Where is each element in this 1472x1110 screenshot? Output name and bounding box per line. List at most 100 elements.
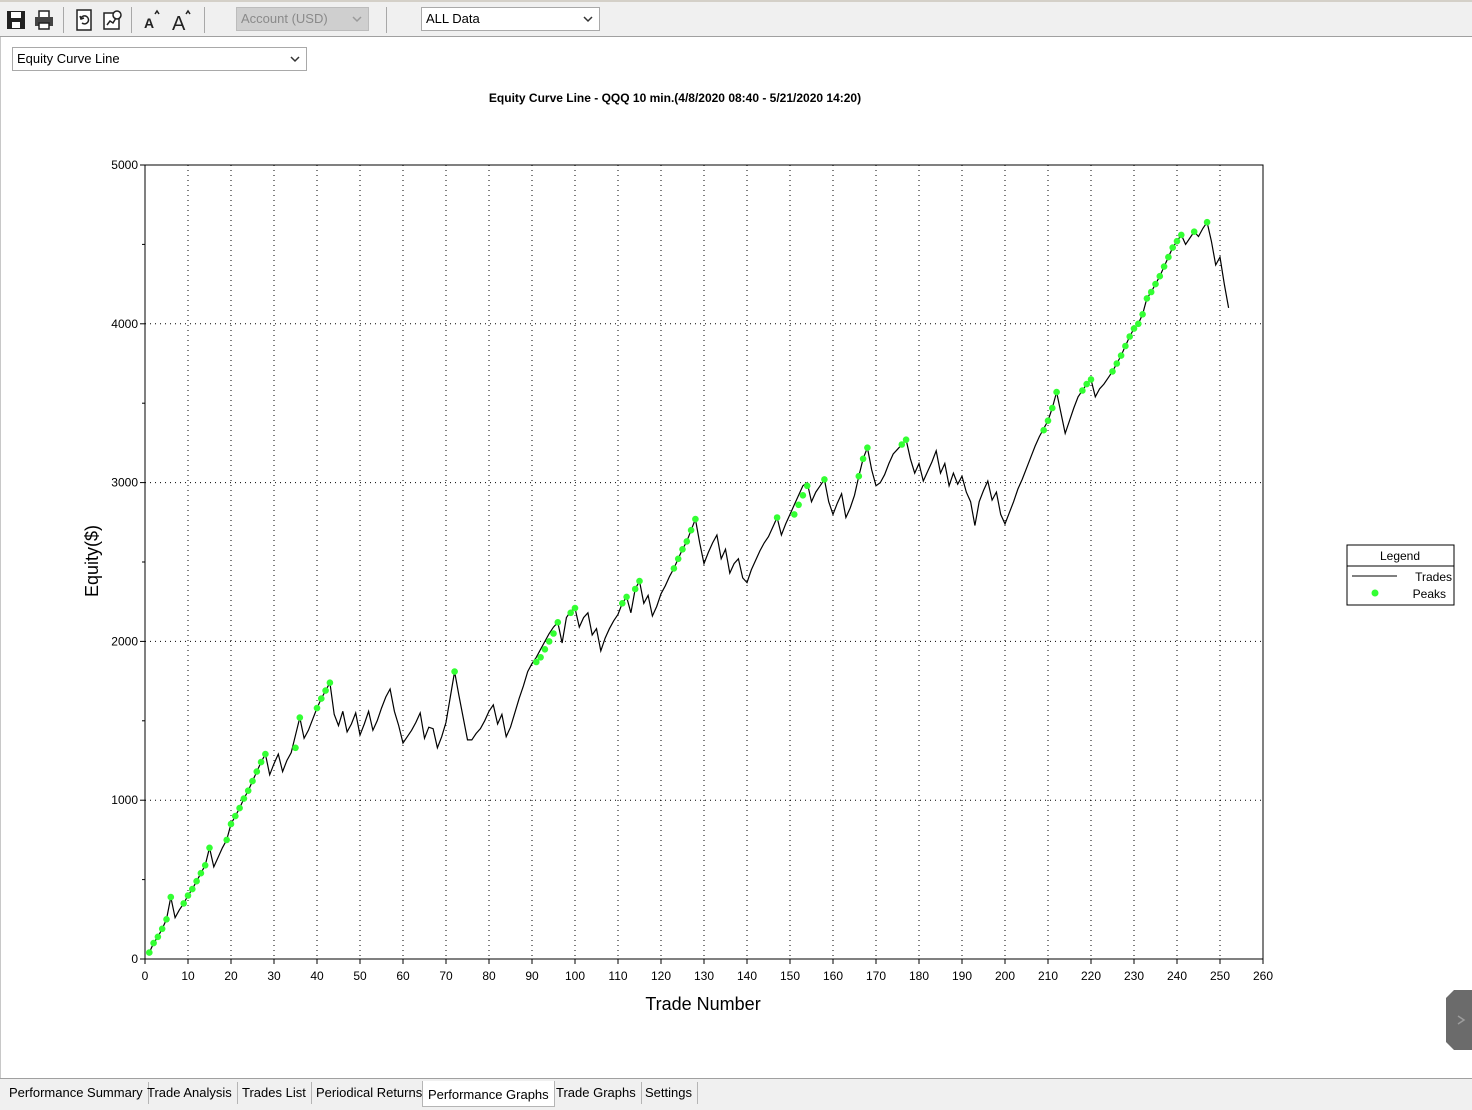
peak-point xyxy=(864,444,871,452)
legend-title: Legend xyxy=(1380,549,1420,563)
peak-point xyxy=(150,939,157,947)
peak-point xyxy=(1079,387,1086,394)
peak-point xyxy=(244,787,252,794)
peak-point xyxy=(1049,404,1056,412)
decrease-font-icon[interactable]: A xyxy=(140,8,164,32)
peak-point xyxy=(1165,253,1172,261)
y-axis-label: Equity($) xyxy=(82,525,102,597)
peak-point xyxy=(1053,388,1060,396)
peak-point xyxy=(1109,368,1116,375)
x-tick-label: 130 xyxy=(694,969,714,983)
peak-point xyxy=(1160,263,1168,270)
y-tick-labels: 0 1000 2000 3000 4000 5000 xyxy=(111,158,138,966)
side-panel-handle[interactable] xyxy=(1446,990,1472,1050)
chevron-down-icon xyxy=(583,16,593,23)
peak-point xyxy=(1130,325,1138,332)
print-icon[interactable] xyxy=(32,8,56,32)
peak-point xyxy=(554,619,562,626)
peak-point xyxy=(687,526,695,534)
report-tabs: Performance Summary Trade Analysis Trade… xyxy=(0,1078,1472,1110)
peak-point xyxy=(898,441,906,448)
peak-point xyxy=(146,949,153,956)
peak-point xyxy=(1122,342,1129,350)
save-icon[interactable] xyxy=(4,8,28,32)
peak-point xyxy=(855,472,863,480)
x-tick-label: 100 xyxy=(565,969,585,983)
toolbar-separator xyxy=(131,7,132,33)
peak-point xyxy=(1178,231,1185,239)
peak-point xyxy=(567,609,574,617)
legend: Legend Trades Peaks xyxy=(1346,544,1455,606)
peak-point xyxy=(451,668,458,675)
peak-point xyxy=(167,893,175,901)
peak-point xyxy=(674,555,682,563)
x-tick-label: 20 xyxy=(224,969,238,983)
peak-point xyxy=(236,804,243,812)
peak-point xyxy=(803,482,811,490)
graph-type-select[interactable]: Equity Curve Line xyxy=(12,47,307,71)
x-tick-label: 190 xyxy=(952,969,972,983)
peak-point xyxy=(154,933,162,941)
peak-point xyxy=(1126,333,1133,340)
peak-point xyxy=(1152,280,1159,288)
chevron-down-icon xyxy=(352,16,362,23)
x-tick-label: 230 xyxy=(1124,969,1144,983)
tab-periodical-returns[interactable]: Periodical Returns xyxy=(311,1082,429,1104)
chart-title: Equity Curve Line - QQQ 10 min.(4/8/2020… xyxy=(488,91,862,105)
peak-point xyxy=(1169,244,1176,251)
tab-trade-analysis[interactable]: Trade Analysis xyxy=(142,1082,238,1104)
peak-point xyxy=(1135,320,1142,328)
tab-performance-graphs[interactable]: Performance Graphs xyxy=(422,1081,555,1107)
peak-point xyxy=(232,812,239,820)
window-top-border xyxy=(0,0,1472,2)
peak-point xyxy=(318,695,325,702)
peak-point xyxy=(670,565,678,572)
series-peaks xyxy=(146,218,1211,956)
peak-point xyxy=(795,501,802,509)
peak-point xyxy=(1190,228,1198,235)
peak-point xyxy=(571,604,579,612)
x-tick-labels: 0 10 20 30 40 50 60 70 80 90 100 110 120 130 140 150 160… xyxy=(142,969,1274,983)
peak-point xyxy=(201,862,209,869)
data-range-value: ALL Data xyxy=(426,11,480,26)
peak-point xyxy=(158,925,166,933)
tab-settings[interactable]: Settings xyxy=(640,1082,698,1104)
account-currency-value: Account (USD) xyxy=(241,11,328,26)
peak-point xyxy=(619,600,626,607)
peak-point xyxy=(163,916,170,923)
x-tick-label: 40 xyxy=(310,969,324,983)
peak-point xyxy=(313,704,321,712)
x-tick-label: 180 xyxy=(909,969,929,983)
report-settings-icon[interactable] xyxy=(101,8,125,32)
peak-point xyxy=(683,538,691,545)
x-tick-label: 260 xyxy=(1253,969,1273,983)
tab-performance-summary[interactable]: Performance Summary xyxy=(4,1082,149,1104)
peak-point xyxy=(197,869,205,877)
peak-point xyxy=(1113,360,1121,367)
tab-trades-list[interactable]: Trades List xyxy=(237,1082,312,1104)
peak-point xyxy=(193,877,200,885)
legend-peaks-swatch xyxy=(1371,589,1379,597)
x-tick-label: 70 xyxy=(439,969,453,983)
peak-point xyxy=(1040,426,1047,434)
data-range-select[interactable]: ALL Data xyxy=(421,7,600,31)
peak-point xyxy=(1143,295,1151,302)
peak-point xyxy=(1139,311,1146,318)
tab-trade-graphs[interactable]: Trade Graphs xyxy=(551,1082,642,1104)
increase-font-icon[interactable]: A xyxy=(170,8,194,32)
peak-point xyxy=(533,658,540,666)
peak-point xyxy=(631,585,639,593)
equity-curve-chart: 0 10 20 30 40 50 60 70 80 90 100 110 120 130 140 150 160… xyxy=(82,158,1455,1014)
peak-point xyxy=(1203,218,1211,226)
peak-point xyxy=(537,654,544,661)
x-tick-label: 0 xyxy=(142,969,149,983)
account-currency-select[interactable]: Account (USD) xyxy=(236,7,369,31)
peak-point xyxy=(296,714,304,721)
peak-point xyxy=(545,638,553,645)
peak-point xyxy=(223,836,230,844)
svg-text:A: A xyxy=(144,15,154,31)
peak-point xyxy=(902,436,910,444)
peak-point xyxy=(799,492,807,499)
refresh-report-icon[interactable] xyxy=(72,8,96,32)
peak-point xyxy=(791,511,798,518)
